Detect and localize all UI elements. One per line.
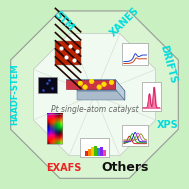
Circle shape xyxy=(78,81,83,86)
FancyBboxPatch shape xyxy=(88,149,91,156)
FancyBboxPatch shape xyxy=(91,147,94,156)
FancyBboxPatch shape xyxy=(103,150,106,156)
FancyBboxPatch shape xyxy=(122,125,148,146)
FancyBboxPatch shape xyxy=(100,146,103,156)
Circle shape xyxy=(109,80,114,85)
Text: EXAFS: EXAFS xyxy=(46,163,82,173)
Text: XPS: XPS xyxy=(157,120,179,130)
FancyBboxPatch shape xyxy=(80,138,109,157)
Polygon shape xyxy=(115,80,125,100)
Text: Pt single-atom catalyst: Pt single-atom catalyst xyxy=(51,105,138,114)
Circle shape xyxy=(89,79,94,84)
Circle shape xyxy=(97,85,102,89)
FancyBboxPatch shape xyxy=(97,148,100,156)
Text: DRIFTS: DRIFTS xyxy=(158,44,178,85)
FancyBboxPatch shape xyxy=(122,43,148,65)
Polygon shape xyxy=(55,41,81,65)
FancyBboxPatch shape xyxy=(85,151,88,156)
Polygon shape xyxy=(66,80,125,91)
Polygon shape xyxy=(77,91,125,100)
Circle shape xyxy=(83,85,87,89)
Text: Others: Others xyxy=(101,161,149,174)
Text: XANES: XANES xyxy=(108,5,141,38)
FancyBboxPatch shape xyxy=(142,82,161,111)
Polygon shape xyxy=(33,34,156,156)
FancyBboxPatch shape xyxy=(94,146,97,156)
Polygon shape xyxy=(66,80,115,89)
FancyBboxPatch shape xyxy=(38,77,57,93)
Text: HAADF-STEM: HAADF-STEM xyxy=(11,64,20,125)
Polygon shape xyxy=(11,11,178,178)
Text: STM: STM xyxy=(52,10,76,33)
Circle shape xyxy=(102,82,106,87)
